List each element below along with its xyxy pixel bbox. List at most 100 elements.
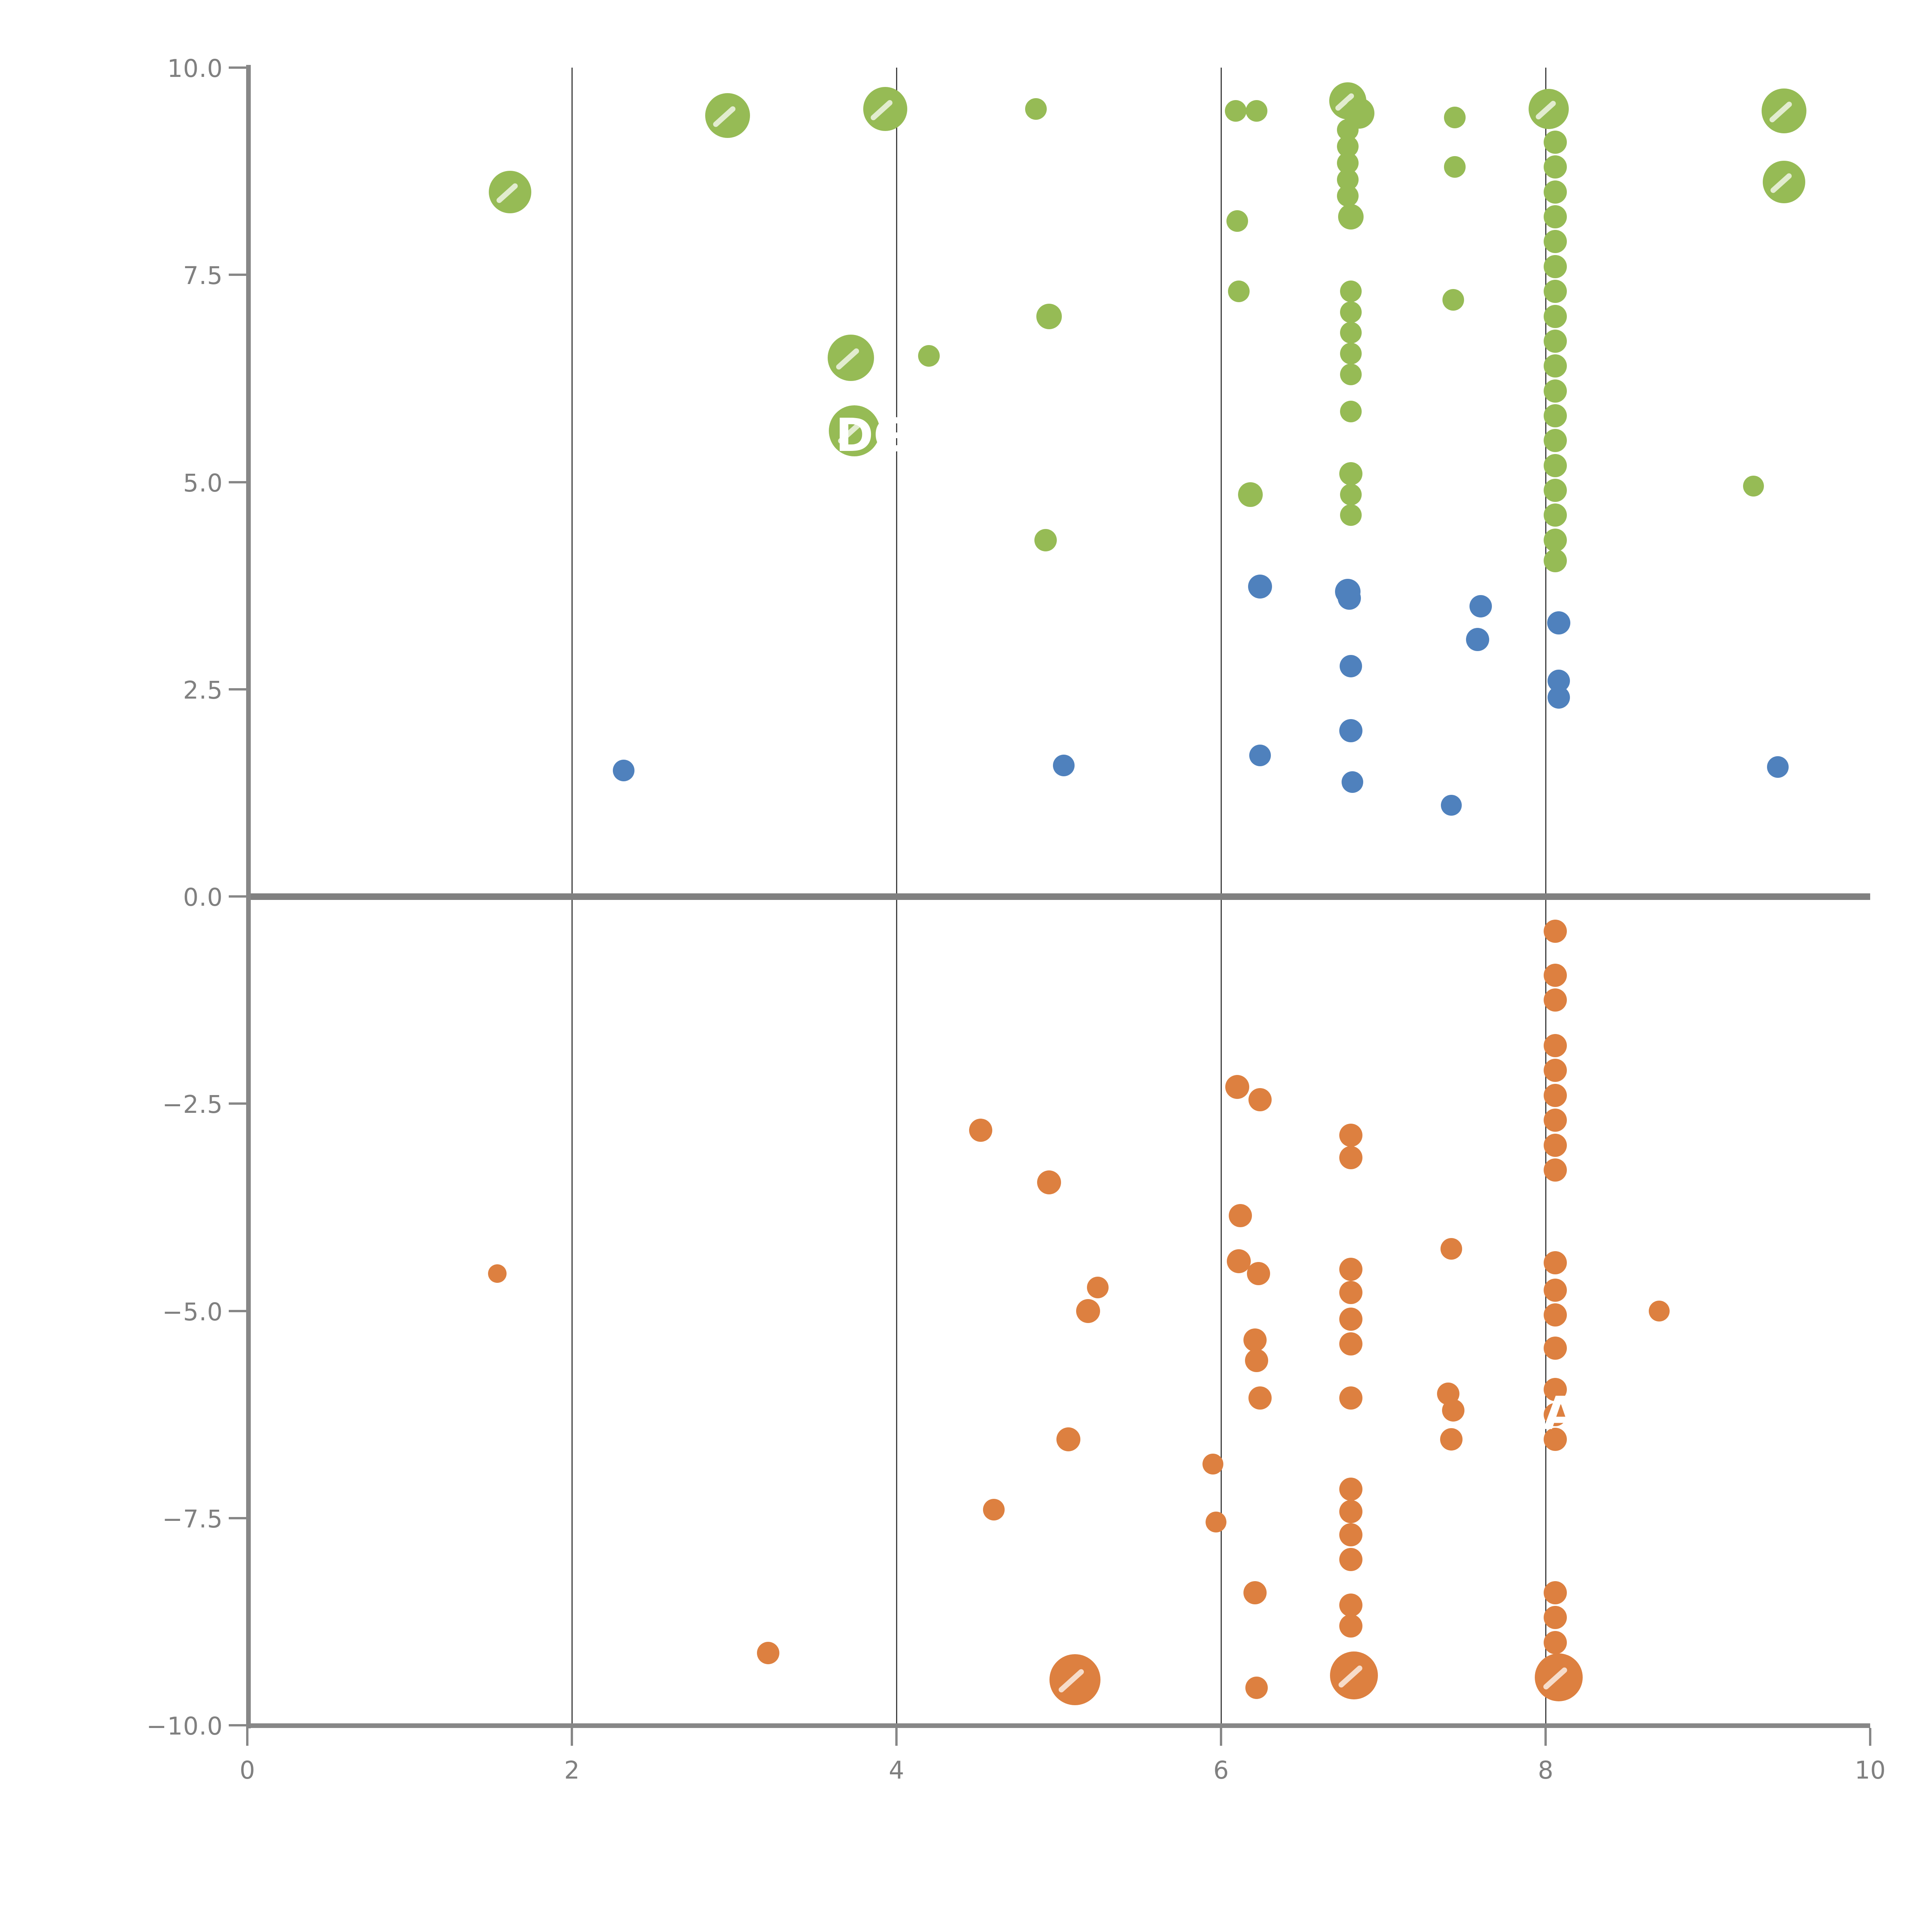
data-point-positive[interactable] <box>1444 156 1466 178</box>
data-point-positive[interactable] <box>1544 549 1567 573</box>
data-point-neutral[interactable] <box>1337 586 1361 610</box>
data-point-positive[interactable] <box>1340 401 1362 423</box>
data-point-negative[interactable] <box>1248 1386 1272 1410</box>
data-point-positive[interactable] <box>489 170 532 213</box>
data-point-positive[interactable] <box>1340 504 1362 526</box>
data-point-negative[interactable] <box>1206 1512 1227 1533</box>
data-point-positive[interactable] <box>1338 204 1364 230</box>
data-point-positive[interactable] <box>1544 404 1567 427</box>
data-point-positive[interactable] <box>1544 255 1567 278</box>
data-point-positive[interactable] <box>863 87 907 131</box>
data-point-negative[interactable] <box>1247 1262 1270 1285</box>
data-point-negative[interactable] <box>1544 1109 1567 1132</box>
data-point-positive[interactable] <box>1544 280 1567 303</box>
data-point-negative[interactable] <box>1649 1300 1670 1321</box>
data-point-neutral[interactable] <box>1547 611 1570 635</box>
data-point-negative[interactable] <box>1245 1677 1268 1699</box>
data-point-negative[interactable] <box>1087 1277 1109 1299</box>
data-point-neutral[interactable] <box>1053 755 1075 777</box>
data-point-negative[interactable] <box>1544 963 1567 987</box>
data-point-negative[interactable] <box>1330 1651 1378 1700</box>
data-point-positive[interactable] <box>1034 529 1057 551</box>
data-point-positive[interactable] <box>1544 329 1567 353</box>
data-point-negative[interactable] <box>1440 1238 1463 1260</box>
data-point-negative[interactable] <box>1227 1249 1251 1273</box>
data-point-positive[interactable] <box>1544 528 1567 552</box>
data-point-negative[interactable] <box>969 1118 993 1142</box>
data-point-positive[interactable] <box>1544 503 1567 527</box>
data-point-positive[interactable] <box>1340 363 1362 385</box>
data-point-negative[interactable] <box>1049 1654 1100 1706</box>
data-point-positive[interactable] <box>1544 429 1567 452</box>
data-point-negative[interactable] <box>1544 1427 1567 1451</box>
data-point-neutral[interactable] <box>1342 771 1364 793</box>
data-point-negative[interactable] <box>1544 1631 1567 1654</box>
data-point-positive[interactable] <box>1544 131 1567 154</box>
data-point-negative[interactable] <box>1339 1548 1362 1571</box>
data-point-neutral[interactable] <box>1441 795 1462 816</box>
data-point-positive[interactable] <box>1340 343 1362 365</box>
data-point-positive[interactable] <box>1544 180 1567 204</box>
data-point-negative[interactable] <box>1248 1088 1272 1111</box>
data-point-positive[interactable] <box>1743 476 1764 497</box>
data-point-negative[interactable] <box>1339 1593 1362 1617</box>
data-point-positive[interactable] <box>1226 210 1248 232</box>
data-point-negative[interactable] <box>1544 1403 1567 1426</box>
data-point-positive[interactable] <box>1544 354 1567 378</box>
data-point-positive[interactable] <box>1036 303 1062 329</box>
data-point-negative[interactable] <box>1229 1204 1252 1227</box>
data-point-negative[interactable] <box>1544 1133 1567 1157</box>
data-point-neutral[interactable] <box>1466 628 1489 651</box>
data-point-positive[interactable] <box>1339 462 1362 486</box>
data-point-positive[interactable] <box>1228 281 1250 303</box>
data-point-neutral[interactable] <box>613 759 635 781</box>
data-point-positive[interactable] <box>1442 289 1464 311</box>
data-point-positive[interactable] <box>1544 205 1567 229</box>
data-point-negative[interactable] <box>1037 1170 1061 1195</box>
data-point-positive[interactable] <box>1544 230 1567 253</box>
data-point-negative[interactable] <box>1339 1500 1362 1523</box>
data-point-negative[interactable] <box>1339 1146 1362 1169</box>
data-point-positive[interactable] <box>1025 98 1047 120</box>
data-point-negative[interactable] <box>1544 1278 1567 1302</box>
data-point-positive[interactable] <box>705 93 750 138</box>
data-point-negative[interactable] <box>1544 1034 1567 1058</box>
data-point-positive[interactable] <box>1763 161 1806 203</box>
data-point-negative[interactable] <box>1544 1158 1567 1182</box>
data-point-negative[interactable] <box>1544 988 1567 1012</box>
data-point-negative[interactable] <box>1544 1606 1567 1629</box>
data-point-negative[interactable] <box>1339 1477 1362 1501</box>
data-point-neutral[interactable] <box>1469 595 1492 618</box>
data-point-negative[interactable] <box>1245 1349 1269 1372</box>
data-point-negative[interactable] <box>1225 1075 1249 1099</box>
data-point-positive[interactable] <box>1544 155 1567 179</box>
data-point-neutral[interactable] <box>1249 745 1271 767</box>
data-point-negative[interactable] <box>1339 1614 1362 1638</box>
data-point-neutral[interactable] <box>1339 719 1362 742</box>
data-point-neutral[interactable] <box>1340 655 1362 677</box>
data-point-negative[interactable] <box>1339 1523 1362 1546</box>
data-point-negative[interactable] <box>488 1264 507 1283</box>
data-point-positive[interactable] <box>1340 322 1362 344</box>
data-point-positive[interactable] <box>1246 100 1268 122</box>
data-point-negative[interactable] <box>983 1499 1005 1521</box>
data-point-positive[interactable] <box>1444 106 1466 128</box>
data-point-negative[interactable] <box>757 1642 780 1665</box>
data-point-negative[interactable] <box>1544 1303 1567 1327</box>
data-point-positive[interactable] <box>1225 100 1247 122</box>
data-point-negative[interactable] <box>1440 1428 1463 1451</box>
data-point-negative[interactable] <box>1442 1399 1464 1422</box>
data-point-negative[interactable] <box>1202 1454 1223 1475</box>
data-point-negative[interactable] <box>1243 1328 1267 1352</box>
data-point-positive[interactable] <box>1340 483 1362 505</box>
data-point-positive[interactable] <box>1337 185 1359 207</box>
data-point-positive[interactable] <box>1340 301 1362 323</box>
data-point-negative[interactable] <box>1544 1251 1567 1275</box>
data-point-negative[interactable] <box>1339 1307 1362 1331</box>
data-point-negative[interactable] <box>1076 1299 1100 1323</box>
data-point-positive[interactable] <box>1544 304 1567 328</box>
data-point-positive[interactable] <box>1544 454 1567 477</box>
data-point-positive[interactable] <box>918 345 940 367</box>
data-point-positive[interactable] <box>828 334 874 381</box>
data-point-negative[interactable] <box>1339 1123 1362 1147</box>
